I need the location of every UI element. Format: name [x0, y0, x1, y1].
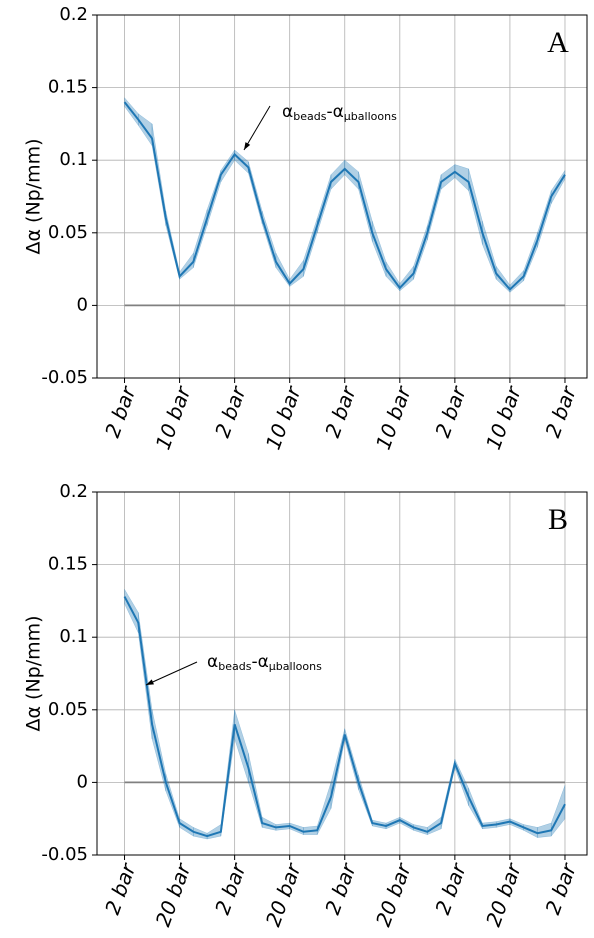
x-tick-label: 10 bar [371, 382, 416, 453]
annotation-symbol: α [282, 102, 293, 122]
data-line [123, 101, 566, 291]
plot-frame [96, 491, 588, 856]
panel-label: B [548, 503, 568, 536]
data-line [123, 596, 566, 838]
y-tick-label: 0.1 [59, 149, 88, 170]
x-tick-label: 2 bar [430, 859, 471, 918]
annotation-joiner: - [326, 102, 332, 122]
panel: 0.20.150.10.050-0.052 bar 10 bar 2 bar 10 b… [23, 4, 588, 453]
x-tick-label: 2 bar [210, 382, 251, 441]
y-tick-label: 0.1 [59, 626, 88, 647]
y-tick-label: 0.05 [48, 699, 88, 720]
x-tick-label: 2 bar [210, 859, 251, 918]
x-tick-label: 2 bar [540, 382, 581, 441]
plot-frame [96, 14, 588, 379]
y-tick-label: 0 [77, 771, 88, 792]
annotation-subscript: beads [293, 110, 326, 123]
annotation-symbol: α [207, 652, 218, 672]
x-tick-label: 2 bar [100, 382, 141, 441]
annotation-symbol: α [333, 102, 344, 122]
x-tick-label: 10 bar [151, 382, 196, 453]
y-tick-label: 0.2 [59, 481, 88, 502]
confidence-band [427, 816, 442, 836]
arrow-head [146, 679, 154, 685]
annotation-arrow [145, 661, 198, 686]
x-tick-label: 20 bar [261, 859, 306, 930]
x-tick-label: 10 bar [261, 382, 306, 453]
confidence-band [509, 269, 524, 293]
x-tick-label: 20 bar [481, 859, 526, 930]
annotation-joiner: - [251, 652, 257, 672]
annotation: αbeads-αμballoons [282, 102, 397, 123]
x-tick-label: 2 bar [100, 859, 141, 918]
annotation: αbeads-αμballoons [207, 652, 322, 673]
x-tick-label: 2 bar [320, 382, 361, 441]
x-tick-label: 20 bar [151, 859, 196, 930]
annotation-arrow [243, 105, 271, 151]
annotation-symbol: α [258, 652, 269, 672]
x-tick-label: 10 bar [481, 382, 526, 453]
x-tick-label: 2 bar [540, 859, 581, 918]
y-tick-label: 0 [77, 294, 88, 315]
y-axis-label: Δα (Np/mm) [23, 138, 45, 254]
y-tick-label: -0.05 [41, 367, 88, 388]
annotation-subscript: beads [218, 660, 251, 673]
y-tick-label: 0.2 [59, 4, 88, 25]
y-tick-label: 0.15 [48, 554, 88, 575]
x-tick-label: 20 bar [371, 859, 416, 930]
arrow-head [244, 142, 251, 150]
y-tick-label: 0.05 [48, 222, 88, 243]
annotation-subscript: μballoons [344, 110, 397, 123]
y-tick-label: 0.15 [48, 77, 88, 98]
panel: 0.20.150.10.050-0.052 bar 20 bar 2 bar 20 b… [23, 481, 588, 930]
y-tick-label: -0.05 [41, 844, 88, 865]
y-axis-label: Δα (Np/mm) [23, 615, 45, 731]
x-tick-label: 2 bar [320, 859, 361, 918]
x-tick-label: 2 bar [430, 382, 471, 441]
annotation-subscript: μballoons [269, 660, 322, 673]
panel-label: A [547, 26, 569, 59]
